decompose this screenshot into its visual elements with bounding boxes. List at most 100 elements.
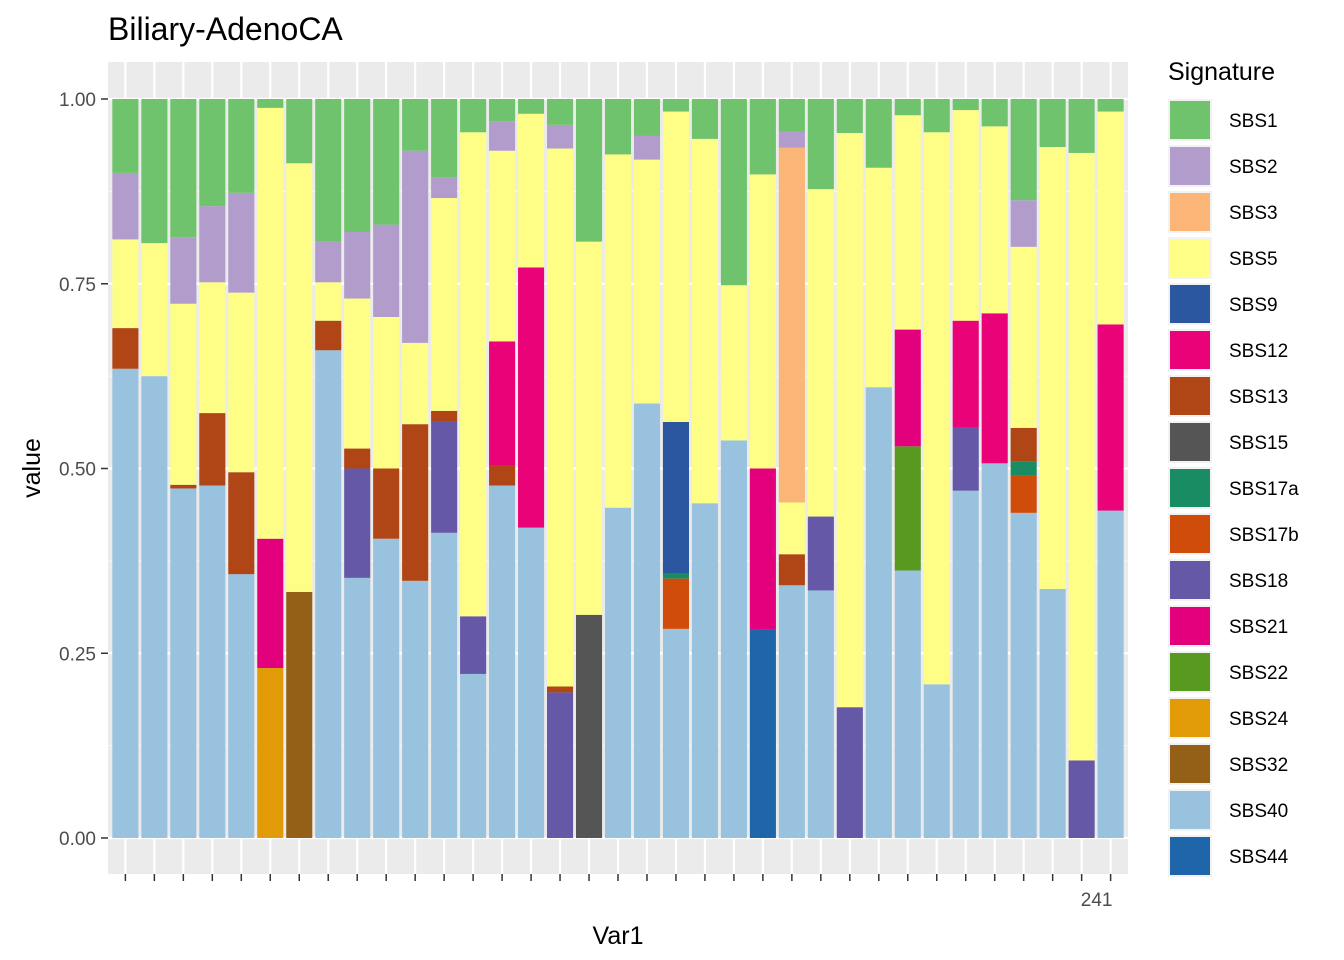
legend-swatch [1170,147,1210,185]
bar-segment-sbs1 [691,99,718,139]
y-tick-label: 0.25 [59,644,96,665]
bar-segment-sbs3 [778,147,805,503]
bar-segment-sbs5 [373,317,400,469]
bar-segment-sbs40 [662,628,689,838]
bar-segment-sbs40 [112,368,139,838]
bar-segment-sbs13 [344,448,371,469]
bar-segment-sbs1 [518,99,545,114]
y-axis-title: value [18,438,46,498]
bar-segment-sbs18 [807,516,834,591]
bar-segment-sbs1 [257,99,284,108]
bar-segment-sbs17b [1010,475,1037,513]
legend-swatch [1170,607,1210,645]
bar-stack [141,99,168,838]
bar-segment-sbs44 [749,629,776,838]
bar-segment-sbs18 [547,692,574,838]
legend-swatch [1170,515,1210,553]
bar-segment-sbs1 [1097,99,1124,112]
bar-stack [807,99,834,838]
bar-segment-sbs32 [286,591,313,838]
bar-segment-sbs1 [1010,99,1037,201]
bar-segment-sbs40 [460,673,487,838]
bar-segment-sbs1 [373,99,400,225]
bar-segment-sbs13 [431,410,458,422]
bar-stack [633,99,661,838]
bar-segment-sbs2 [1010,200,1037,247]
bar-segment-sbs12 [1097,324,1124,511]
legend-swatch [1170,745,1210,783]
bar-segment-sbs1 [604,99,632,155]
bar-segment-sbs40 [518,527,545,838]
bar-segment-sbs5 [170,303,197,485]
bar-segment-sbs5 [315,282,342,321]
legend-item: SBS13 [1168,375,1288,417]
legend-label: SBS44 [1229,847,1289,868]
legend-label: SBS12 [1229,341,1288,362]
bar-segment-sbs5 [402,342,429,425]
legend-item: SBS21 [1168,605,1288,647]
bar-segment-sbs5 [286,163,313,592]
bar-segment-sbs1 [547,99,574,125]
bar-segment-sbs1 [836,99,863,133]
bar-segment-sbs12 [952,320,979,428]
bar-segment-sbs5 [141,243,168,377]
bar-segment-sbs40 [141,376,168,838]
legend-item: SBS32 [1168,743,1288,785]
bar-segment-sbs21 [749,468,776,630]
bar-segment-sbs21 [257,538,284,669]
bar-segment-sbs15 [575,614,603,838]
bar-segment-sbs13 [778,554,805,586]
bar-segment-sbs12 [489,341,516,466]
legend-swatch [1170,561,1210,599]
bar-segment-sbs1 [431,99,458,178]
bar-stack [518,99,545,838]
bar-stack [981,99,1008,838]
legend-item: SBS5 [1168,237,1278,279]
bar-segment-sbs40 [373,538,400,838]
legend-swatch [1170,469,1210,507]
bar-stack [170,99,197,838]
bar-stack [489,99,516,838]
legend-swatch [1170,653,1210,691]
bar-segment-sbs40 [199,485,226,838]
bar-segment-sbs40 [720,440,747,838]
bar-segment-sbs1 [952,99,979,111]
bar-segment-sbs1 [402,99,429,151]
bar-segment-sbs18 [952,427,979,491]
bar-segment-sbs2 [228,192,255,293]
bar-segment-sbs40 [807,590,834,838]
legend-item: SBS12 [1168,329,1288,371]
x-tick-label: 241 [1081,890,1113,911]
bar-segment-sbs5 [1039,147,1066,589]
bar-segment-sbs1 [199,99,226,207]
bar-segment-sbs1 [170,99,197,238]
bar-segment-sbs40 [1039,588,1066,838]
bar-segment-sbs2 [547,124,574,149]
legend-label: SBS3 [1229,203,1278,224]
legend-swatch [1170,837,1210,875]
bar-segment-sbs1 [865,99,892,168]
bar-segment-sbs13 [402,424,429,581]
bar-segment-sbs2 [431,177,458,199]
bar-segment-sbs40 [402,580,429,838]
bar-stack [1010,99,1037,838]
bar-segment-sbs1 [286,99,313,164]
legend-item: SBS3 [1168,191,1278,233]
bar-segment-sbs5 [894,115,921,330]
legend-item: SBS24 [1168,697,1289,739]
bar-stack [286,99,313,838]
bar-stack [402,99,429,838]
bar-segment-sbs5 [662,111,689,422]
bar-segment-sbs5 [778,502,805,555]
bar-segment-sbs5 [749,174,776,469]
bar-segment-sbs5 [1010,246,1037,428]
legend-label: SBS13 [1229,387,1288,408]
bar-segment-sbs5 [547,148,574,687]
legend-swatch [1170,193,1210,231]
legend-swatch [1170,423,1210,461]
bar-segment-sbs5 [518,113,545,268]
legend: Signature SBS1 SBS2 SBS3 SBS5 SBS9 SBS12 SBS13… [1168,58,1299,877]
bar-segment-sbs5 [807,189,834,517]
bar-segment-sbs18 [460,616,487,674]
bar-segment-sbs40 [344,577,371,838]
